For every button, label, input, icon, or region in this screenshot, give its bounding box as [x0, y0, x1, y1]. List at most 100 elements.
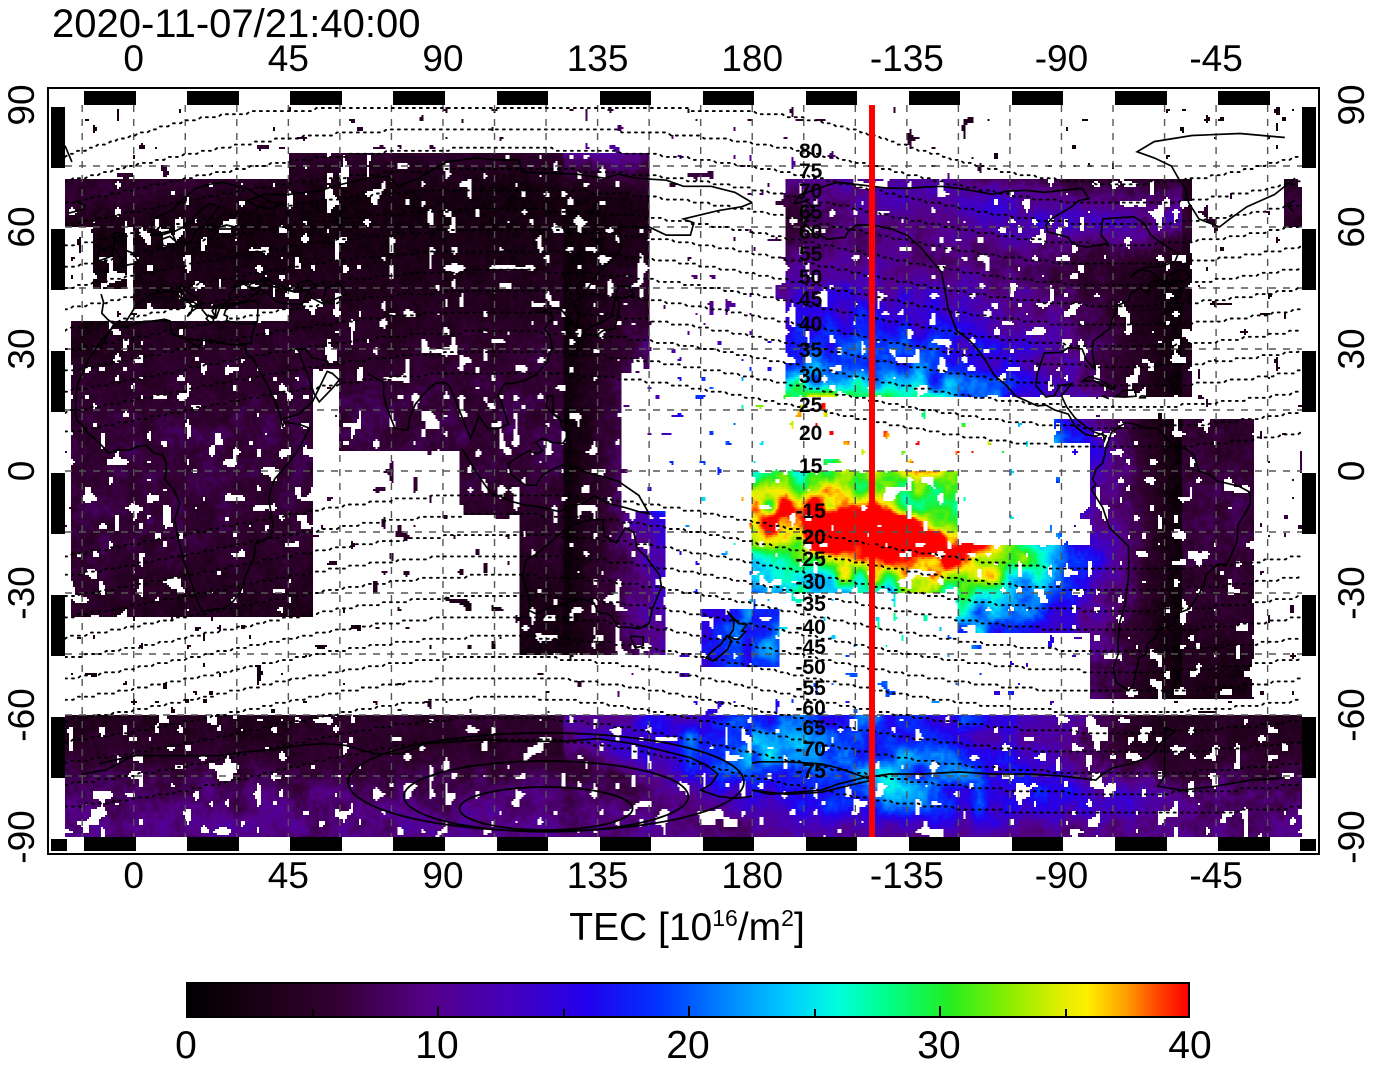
lat-tick-right-1: 60	[1331, 206, 1373, 247]
magnetic-lat-label-60: 60	[799, 221, 822, 245]
colorbar-tick	[312, 1009, 314, 1018]
frame-band-seg	[1300, 107, 1316, 168]
magnetic-contour--20	[65, 514, 1302, 590]
lon-tick-bot-1: 45	[268, 855, 309, 897]
lat-tick-left-2: 30	[1, 328, 43, 369]
frame-band-seg	[1300, 717, 1316, 778]
lon-tick-top-7: -45	[1189, 38, 1242, 80]
magnetic-lat-label--35: -35	[795, 593, 825, 617]
lon-tick-top-4: 180	[721, 38, 783, 80]
map-canvas-wrapper	[65, 105, 1302, 837]
frame-band-seg	[51, 839, 67, 851]
frame-band-seg	[393, 835, 445, 851]
lat-tick-right-6: -90	[1331, 810, 1373, 863]
colorbar-tick-label-3: 30	[917, 1024, 960, 1068]
frame-band-seg	[703, 835, 755, 851]
magnetic-contour--50	[65, 636, 1302, 712]
magnetic-lat-label-45: 45	[799, 288, 822, 312]
lon-tick-bot-6: -90	[1035, 855, 1088, 897]
frame-band-seg	[1115, 835, 1167, 851]
lat-tick-right-4: -30	[1331, 566, 1373, 619]
lat-tick-left-3: 0	[1, 461, 43, 482]
coastline-6	[333, 158, 752, 203]
frame-band-seg	[497, 835, 549, 851]
lon-tick-top-6: -90	[1035, 38, 1088, 80]
magnetic-lat-label-40: 40	[799, 313, 822, 337]
lon-tick-bot-2: 90	[422, 855, 463, 897]
magnetic-contour--25	[65, 535, 1302, 611]
frame-band-seg	[1300, 839, 1316, 851]
map-overlay	[65, 105, 1302, 837]
frame-band-seg	[1300, 351, 1316, 412]
magnetic-lat-label-20: 20	[799, 422, 822, 446]
red-meridian-line	[869, 105, 875, 837]
coastline-4	[367, 203, 752, 439]
frame-band-seg	[1300, 595, 1316, 656]
colorbar-tick	[437, 1006, 439, 1018]
lat-tick-left-6: -90	[1, 810, 43, 863]
magnetic-contour-80	[65, 108, 1302, 184]
lat-tick-left-4: -30	[1, 566, 43, 619]
magnetic-lat-label--30: -30	[795, 571, 825, 595]
lon-tick-top-0: 0	[123, 38, 144, 80]
coastline-3	[282, 349, 340, 419]
lon-tick-top-1: 45	[268, 38, 309, 80]
magnetic-lat-label-55: 55	[799, 243, 822, 267]
colorbar-tick	[814, 1009, 816, 1018]
coastline-12	[523, 520, 662, 629]
magnetic-lat-label-50: 50	[799, 266, 822, 290]
lon-tick-bot-5: -135	[870, 855, 944, 897]
lat-tick-right-3: 0	[1331, 461, 1373, 482]
magnetic-lat-label--70: -70	[795, 738, 825, 762]
frame-band-seg	[600, 835, 652, 851]
lon-tick-top-3: 135	[567, 38, 629, 80]
magnetic-lat-label-30: 30	[799, 365, 822, 389]
coastline-7	[151, 182, 333, 247]
colorbar-tick-label-1: 10	[415, 1024, 458, 1068]
coastline-9	[114, 233, 139, 268]
colorbar-tick	[563, 1009, 565, 1018]
magnetic-lat-label--20: -20	[795, 526, 825, 550]
tec-map-figure: 2020-11-07/21:40:00 0 45 90 135 180 -135 -90 -4…	[0, 0, 1374, 1073]
frame-band-seg	[909, 835, 961, 851]
magnetic-lat-label--75: -75	[795, 760, 825, 784]
frame-band-seg	[187, 835, 239, 851]
coastline-20	[1102, 396, 1109, 399]
lon-tick-bot-4: 180	[721, 855, 783, 897]
colorbar-tick	[939, 1006, 941, 1018]
colorbar-tick	[1065, 1009, 1067, 1018]
lat-tick-left-1: 60	[1, 206, 43, 247]
magnetic-lat-label-15: 15	[799, 455, 822, 479]
colorbar-tick	[688, 1006, 690, 1018]
colorbar-tick-label-0: 0	[175, 1024, 197, 1068]
coastline-18	[1115, 390, 1136, 397]
colorbar-axis-label: TEC [1016/m2]	[569, 905, 805, 950]
coastline-2	[75, 321, 310, 611]
frame-band-seg	[84, 835, 136, 851]
lat-tick-right-0: 90	[1331, 84, 1373, 125]
colorbar-tick-label-4: 40	[1168, 1024, 1211, 1068]
coastline-15	[794, 182, 1179, 440]
lon-tick-top-2: 90	[422, 38, 463, 80]
magnetic-contour--35	[65, 575, 1302, 651]
frame-band-seg	[806, 835, 858, 851]
magnetic-lat-label-35: 35	[799, 339, 822, 363]
lon-tick-bot-3: 135	[567, 855, 629, 897]
magnetic-contour--55	[65, 657, 1302, 733]
colorbar-tick-label-2: 20	[666, 1024, 709, 1068]
lat-tick-left-5: -60	[1, 688, 43, 741]
frame-band-seg	[1300, 473, 1316, 534]
lat-tick-right-5: -60	[1331, 688, 1373, 741]
lat-tick-right-2: 30	[1331, 328, 1373, 369]
frame-band-seg	[290, 835, 342, 851]
lon-tick-top-5: -135	[870, 38, 944, 80]
lat-tick-left-0: 90	[1, 84, 43, 125]
frame-band-seg	[1218, 835, 1270, 851]
frame-band-seg	[1012, 835, 1064, 851]
magnetic-contour-20	[65, 352, 1302, 428]
coastline-19	[1140, 396, 1146, 398]
coastline-23	[1091, 422, 1250, 690]
coastline-17	[1082, 377, 1115, 390]
figure-title: 2020-11-07/21:40:00	[52, 2, 420, 47]
coastline-16	[1165, 270, 1190, 284]
